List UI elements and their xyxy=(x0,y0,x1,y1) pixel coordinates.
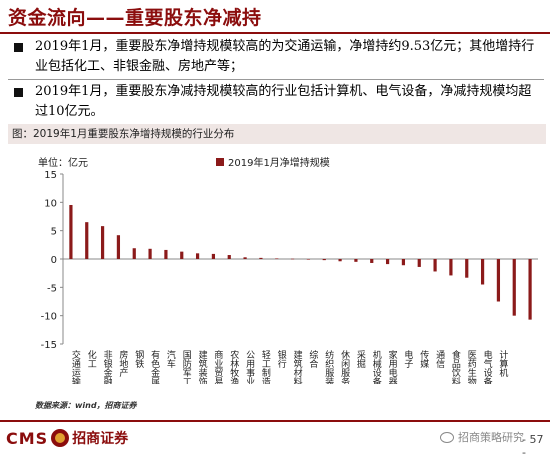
bar xyxy=(417,259,421,267)
legend-label: 2019年1月净增持规模 xyxy=(228,156,330,169)
bar xyxy=(164,249,168,259)
y-tick-label: -5 xyxy=(47,283,57,294)
x-tick-label: 农林牧渔 xyxy=(228,349,239,384)
y-tick-label: 0 xyxy=(51,255,57,266)
chart-caption: 图：2019年1月重要股东净增持规模的行业分布 xyxy=(8,124,546,144)
x-tick-label: 汽车 xyxy=(165,349,176,369)
data-source: 数据来源：wind，招商证券 xyxy=(35,401,137,410)
page-number: - 57 - xyxy=(522,433,544,459)
bar xyxy=(148,248,152,259)
y-tick-label: 10 xyxy=(44,198,57,209)
bullet-list: 2019年1月，重要股东净增持规模较高的为交通运输，净增持约9.53亿元；其他增… xyxy=(8,36,544,123)
y-unit-label: 单位：亿元 xyxy=(38,156,88,169)
x-tick-label: 电子 xyxy=(402,349,413,368)
square-bullet-icon xyxy=(14,88,23,97)
y-tick-label: 5 xyxy=(51,227,57,238)
x-tick-label: 休闲服务 xyxy=(339,349,350,384)
bar xyxy=(449,259,453,276)
bar xyxy=(528,259,532,320)
watermark: 招商策略研究 xyxy=(440,429,524,445)
y-tick-label: 15 xyxy=(44,170,57,181)
x-tick-label: 房地产 xyxy=(117,349,128,378)
wechat-icon xyxy=(440,431,454,443)
x-tick-label: 钢铁 xyxy=(133,349,144,369)
bar xyxy=(100,226,105,259)
legend-swatch xyxy=(216,158,224,166)
x-tick-label: 银行 xyxy=(276,349,287,369)
bar xyxy=(195,253,200,259)
bullet-text: 2019年1月，重要股东净减持规模较高的行业包括计算机、电气设备，净减持规模均超… xyxy=(35,84,532,119)
title-divider xyxy=(0,32,550,34)
logo-text: CMS xyxy=(6,428,49,448)
bar xyxy=(180,251,184,259)
x-tick-label: 综合 xyxy=(307,349,318,369)
x-tick-label: 电气设备 xyxy=(482,349,493,384)
bullet-divider xyxy=(8,79,544,80)
bar xyxy=(354,259,358,262)
footer-divider xyxy=(0,420,550,422)
watermark-text: 招商策略研究 xyxy=(458,431,524,444)
bar xyxy=(338,259,342,262)
bar xyxy=(132,248,136,259)
bar xyxy=(480,259,485,285)
x-tick-label: 建筑装饰 xyxy=(197,349,208,384)
bar xyxy=(322,259,326,261)
x-tick-label: 纺织服装 xyxy=(323,349,334,384)
bar xyxy=(116,235,121,259)
page-title: 资金流向——重要股东净减持 xyxy=(8,7,262,29)
bar xyxy=(259,257,263,259)
company-logo: CMS 招商证券 xyxy=(6,427,128,449)
bar xyxy=(85,222,89,259)
y-tick-label: -10 xyxy=(41,312,57,323)
bar xyxy=(496,259,501,302)
bar xyxy=(290,258,295,260)
bar xyxy=(370,259,374,263)
x-tick-label: 商业贸易 xyxy=(212,349,223,384)
x-tick-label: 采掘 xyxy=(355,350,366,369)
x-tick-label: 交通运输 xyxy=(70,349,81,384)
bar xyxy=(401,259,406,266)
x-tick-label: 医药生物 xyxy=(466,350,477,384)
bar xyxy=(211,253,216,259)
bar xyxy=(227,255,231,259)
logo-badge-icon xyxy=(51,429,70,447)
x-tick-label: 计算机 xyxy=(497,349,508,378)
x-tick-label: 国防军工 xyxy=(181,350,192,384)
logo-name: 招商证券 xyxy=(72,431,129,447)
square-bullet-icon xyxy=(14,43,23,52)
bar xyxy=(306,259,311,260)
x-tick-label: 传媒 xyxy=(418,349,429,369)
bar xyxy=(69,204,73,259)
bullet-item: 2019年1月，重要股东净增持规模较高的为交通运输，净增持约9.53亿元；其他增… xyxy=(8,36,544,78)
x-tick-label: 轻工制造 xyxy=(260,349,271,384)
y-tick-label: -15 xyxy=(41,340,57,351)
bar xyxy=(433,259,437,272)
bullet-text: 2019年1月，重要股东净增持规模较高的为交通运输，净增持约9.53亿元；其他增… xyxy=(35,39,535,74)
x-tick-label: 食品饮料 xyxy=(450,349,461,384)
bar-chart: 单位：亿元 2019年1月净增持规模 15 10 5 0 -5 -10 -15 交通运输 化工 非银金… xyxy=(38,156,538,384)
bar xyxy=(465,259,469,278)
x-tick-label: 建筑材料 xyxy=(292,349,303,384)
x-tick-label: 有色金属 xyxy=(149,349,160,384)
chart-container: 图：2019年1月重要股东净增持规模的行业分布 单位：亿元 2019年1月净增持规… xyxy=(8,124,546,384)
bullet-item: 2019年1月，重要股东净减持规模较高的行业包括计算机、电气设备，净减持规模均超… xyxy=(8,81,544,123)
x-tick-label: 通信 xyxy=(434,350,445,369)
x-tick-label: 机械设备 xyxy=(371,349,382,384)
x-tick-label: 非银金融 xyxy=(102,349,113,384)
bar xyxy=(512,259,516,316)
bar xyxy=(275,258,279,260)
bar xyxy=(385,259,390,265)
x-tick-label: 家用电器 xyxy=(387,349,398,384)
bar xyxy=(243,257,247,259)
x-tick-label: 公用事业 xyxy=(244,350,255,384)
x-tick-label: 化工 xyxy=(86,349,97,368)
